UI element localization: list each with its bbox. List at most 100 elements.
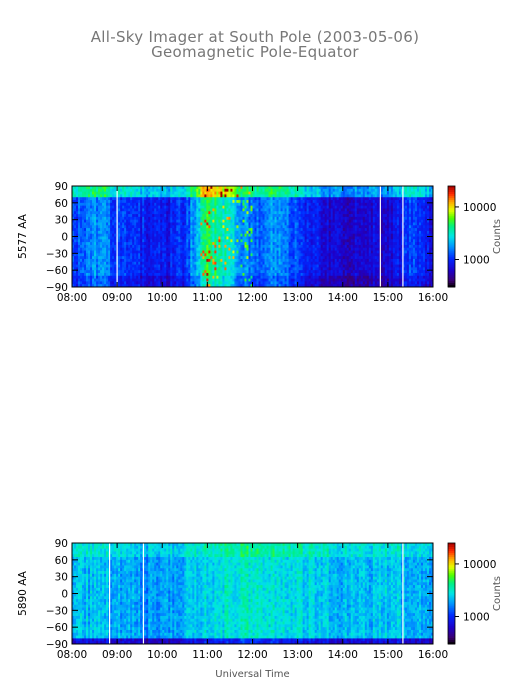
heatmap-cell	[186, 258, 189, 263]
heatmap-cell	[236, 242, 239, 246]
heatmap-cell	[302, 225, 306, 229]
heatmap-cell	[170, 188, 173, 193]
heatmap-cell	[278, 219, 281, 223]
heatmap-cell	[142, 256, 145, 260]
heatmap-cell	[318, 250, 322, 254]
heatmap-cell	[210, 278, 213, 282]
heatmap-cell	[128, 253, 131, 257]
heatmap-cell	[142, 208, 145, 212]
heatmap-cell	[72, 258, 75, 263]
heatmap-cell	[228, 244, 231, 249]
heatmap-cell	[194, 244, 197, 249]
heatmap-cell	[258, 242, 261, 246]
heatmap-cell	[258, 200, 261, 204]
heatmap-cell	[286, 191, 289, 195]
heatmap-cell	[74, 244, 77, 249]
heatmap-cell	[208, 267, 211, 271]
heatmap-cell	[316, 244, 320, 249]
heatmap-cell	[208, 214, 211, 218]
heatmap-cell	[276, 264, 279, 268]
heatmap-cell	[166, 197, 169, 201]
heatmap-cell	[296, 233, 300, 237]
heatmap-cell	[226, 233, 229, 237]
heatmap-cell	[194, 261, 197, 265]
heatmap-cell	[222, 214, 225, 218]
heatmap-cell	[346, 258, 350, 263]
heatmap-cell	[332, 267, 336, 271]
heatmap-cell	[100, 272, 103, 277]
heatmap-cell	[326, 194, 330, 198]
heatmap-cell	[332, 244, 336, 249]
heatmap-cell	[150, 208, 153, 212]
heatmap-cell	[170, 205, 173, 209]
heatmap-cell	[144, 230, 147, 235]
heatmap-cell	[264, 275, 267, 279]
heatmap-cell	[114, 253, 117, 257]
heatmap-cell	[348, 253, 352, 257]
heatmap-cell	[132, 208, 135, 212]
heatmap-cell	[224, 256, 227, 260]
heatmap-cell	[152, 233, 155, 237]
heatmap-cell	[110, 222, 113, 226]
heatmap-cell	[124, 205, 127, 209]
heatmap-cell	[144, 202, 147, 207]
heatmap-cell	[270, 278, 273, 282]
heatmap-cell	[246, 267, 249, 271]
heatmap-cell	[194, 216, 197, 221]
heatmap-cell	[158, 219, 161, 223]
heatmap-cell	[226, 244, 229, 249]
heatmap-cell	[326, 228, 330, 232]
heatmap-cell	[240, 200, 243, 204]
heatmap-cell	[174, 264, 177, 268]
heatmap-cell	[270, 261, 273, 265]
heatmap-cell	[86, 267, 89, 271]
heatmap-cell	[318, 200, 322, 204]
heatmap-cell	[166, 188, 169, 193]
heatmap-cell	[124, 278, 127, 282]
heatmap-cell	[234, 236, 237, 240]
heatmap-cell	[234, 191, 237, 195]
heatmap-cell	[76, 205, 79, 209]
heatmap-cell	[346, 191, 350, 195]
heatmap-cell	[104, 222, 107, 226]
heatmap-cell	[182, 264, 185, 268]
heatmap-cell	[222, 250, 225, 254]
heatmap-cell	[328, 225, 332, 229]
heatmap-cell	[204, 258, 207, 263]
heatmap-cell	[274, 261, 277, 265]
heatmap-cell	[118, 194, 121, 198]
heatmap-cell	[82, 222, 85, 226]
heatmap-cell	[112, 205, 115, 209]
heatmap-cell	[290, 244, 294, 249]
heatmap-cell	[78, 264, 81, 268]
heatmap-cell	[342, 208, 346, 212]
heatmap-cell	[156, 186, 159, 190]
heatmap-cell	[148, 197, 151, 201]
heatmap-cell	[222, 191, 225, 195]
heatmap-cell	[98, 216, 101, 221]
heatmap-cell	[218, 239, 221, 243]
heatmap-cell	[190, 250, 193, 254]
heatmap-cell	[134, 211, 137, 215]
heatmap-cell	[92, 211, 95, 215]
heatmap-cell	[158, 233, 161, 237]
heatmap-cell	[146, 247, 149, 251]
heatmap-cell	[130, 247, 133, 251]
heatmap-cell	[214, 225, 217, 229]
heatmap-cell	[306, 205, 310, 209]
heatmap-cell	[104, 208, 107, 212]
heatmap-cell	[158, 225, 161, 229]
heatmap-cell	[110, 239, 113, 243]
heatmap-cell	[290, 284, 294, 288]
heatmap-cell	[178, 275, 181, 279]
heatmap-cell	[260, 236, 263, 240]
heatmap-cell	[148, 188, 151, 193]
heatmap-cell	[314, 250, 318, 254]
heatmap-cell	[190, 197, 193, 201]
heatmap-cell	[72, 278, 75, 282]
heatmap-cell	[348, 256, 352, 260]
heatmap-cell	[292, 281, 296, 285]
heatmap-cell	[276, 214, 279, 218]
heatmap-cell	[172, 197, 175, 201]
heatmap-cell	[234, 222, 237, 226]
